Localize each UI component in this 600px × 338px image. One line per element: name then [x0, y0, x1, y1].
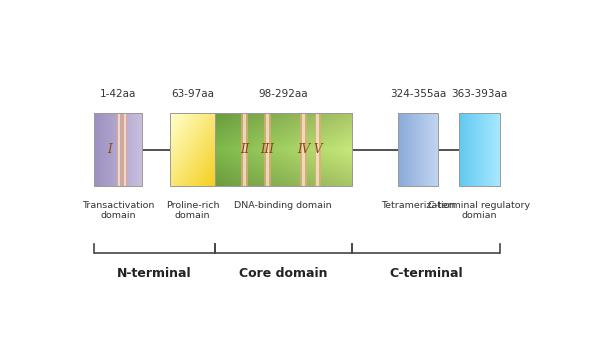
Text: III: III	[260, 143, 274, 156]
Bar	[243, 114, 246, 186]
Text: Core domain: Core domain	[239, 267, 328, 280]
Text: IV: IV	[297, 143, 310, 156]
Text: 63-97aa: 63-97aa	[171, 89, 214, 99]
Bar	[302, 114, 305, 186]
Text: 1-42aa: 1-42aa	[100, 89, 136, 99]
Bar	[124, 114, 126, 186]
Bar	[94, 114, 142, 186]
Text: II: II	[240, 143, 250, 156]
Bar	[315, 114, 322, 186]
Bar	[301, 114, 307, 186]
Text: 98-292aa: 98-292aa	[258, 89, 308, 99]
Bar	[122, 114, 127, 186]
Bar	[118, 114, 120, 186]
Bar	[266, 114, 269, 186]
Bar	[264, 114, 271, 186]
Text: V: V	[314, 143, 322, 156]
Bar	[316, 114, 319, 186]
Text: DNA-binding domain: DNA-binding domain	[234, 201, 332, 210]
Text: N-terminal: N-terminal	[117, 267, 191, 280]
Bar	[458, 114, 500, 186]
Text: Proline-rich
domain: Proline-rich domain	[166, 201, 219, 220]
Text: I: I	[107, 143, 112, 156]
Bar	[170, 114, 215, 186]
Text: 324-355aa: 324-355aa	[390, 89, 446, 99]
Text: Tetramerization: Tetramerization	[381, 201, 455, 210]
Bar	[116, 114, 121, 186]
Text: Transactivation
domain: Transactivation domain	[82, 201, 154, 220]
Text: C-terminal: C-terminal	[389, 267, 463, 280]
Bar	[241, 114, 248, 186]
Text: C-terminal regulatory
domian: C-terminal regulatory domian	[428, 201, 530, 220]
Text: 363-393aa: 363-393aa	[451, 89, 508, 99]
Bar	[215, 114, 352, 186]
Bar	[398, 114, 437, 186]
